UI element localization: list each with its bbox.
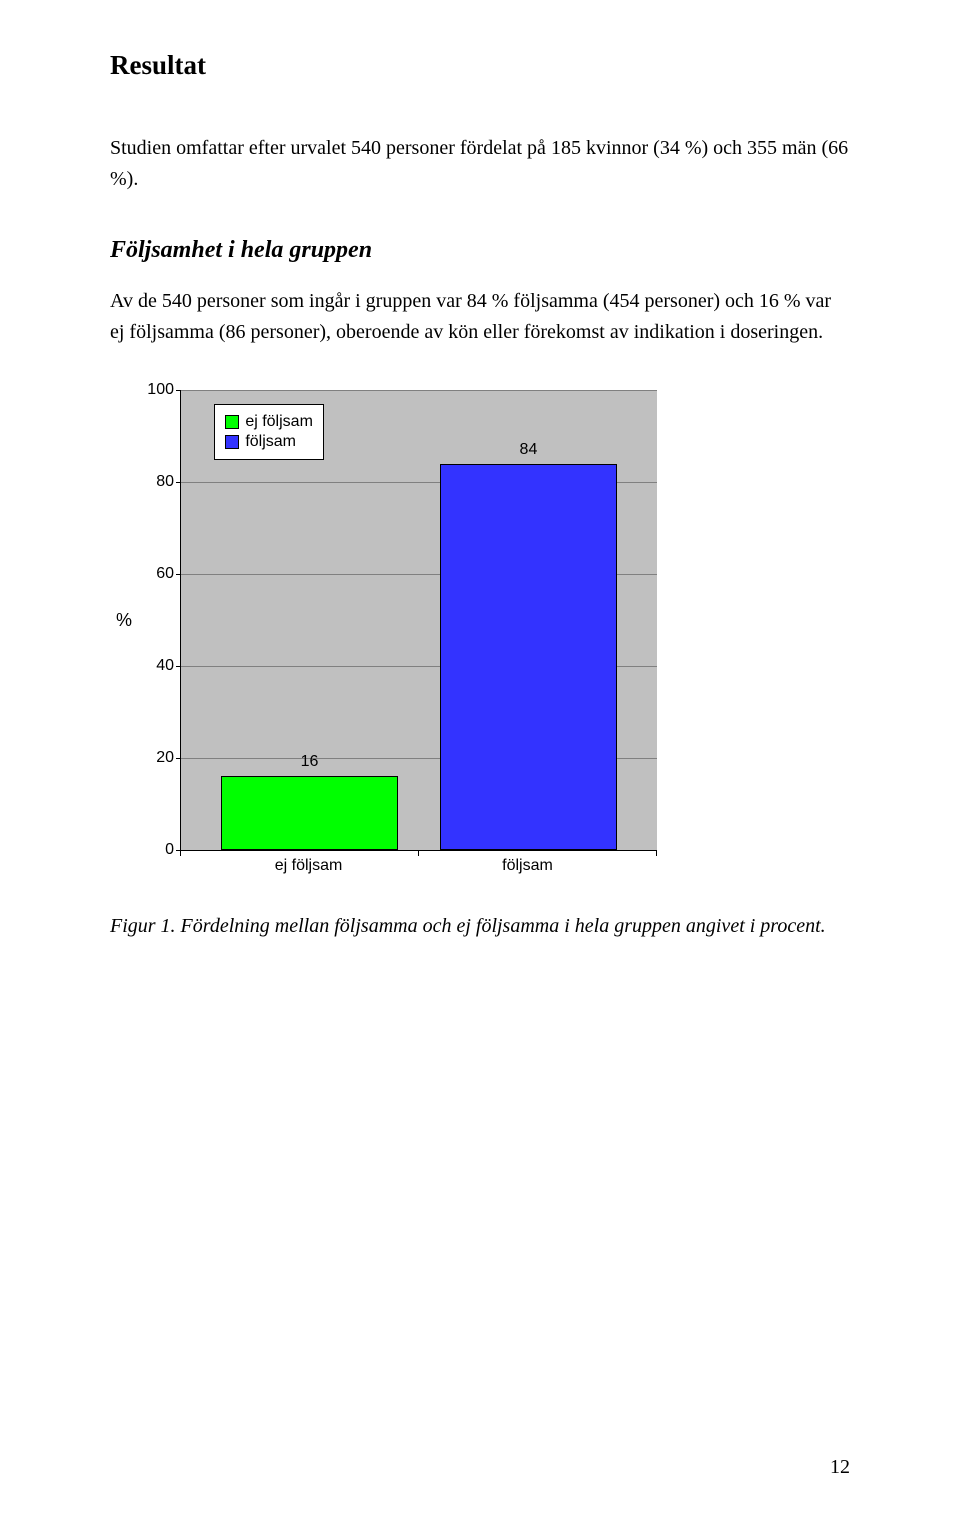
chart-bar: 16 (221, 776, 397, 850)
legend-label: följsam (245, 433, 296, 451)
x-axis-labels: ej följsam följsam (180, 851, 657, 881)
x-axis-label: följsam (502, 857, 553, 875)
page-title: Resultat (110, 50, 850, 81)
page-number: 12 (830, 1456, 850, 1479)
chart-bar: 84 (440, 464, 616, 850)
chart-legend: ej följsam följsam (214, 404, 324, 460)
x-axis-label: ej följsam (275, 857, 343, 875)
x-tick-mark (418, 851, 419, 856)
y-tick-label: 20 (156, 749, 174, 767)
legend-item: följsam (225, 433, 313, 451)
y-tick-label: 100 (147, 381, 174, 399)
page: Resultat Studien omfattar efter urvalet … (0, 0, 960, 1519)
x-tick-mark (180, 851, 181, 856)
x-tick-mark (656, 851, 657, 856)
grid-line (181, 390, 657, 391)
legend-item: ej följsam (225, 413, 313, 431)
compliance-bar-chart: % 020406080100 1684ej följsamföljsam ej … (110, 390, 670, 881)
intro-paragraph: Studien omfattar efter urvalet 540 perso… (110, 133, 850, 195)
bar-value-label: 84 (520, 441, 538, 459)
bar-value-label: 16 (301, 753, 319, 771)
legend-swatch (225, 435, 239, 449)
y-axis-ticks: 020406080100 (138, 390, 180, 850)
y-tick-label: 40 (156, 657, 174, 675)
section-heading: Följsamhet i hela gruppen (110, 237, 850, 264)
y-axis-label: % (110, 390, 138, 851)
chart-plot-area: 16 84 ej följsam följsam (180, 390, 657, 851)
y-tick-label: 0 (165, 841, 174, 859)
legend-swatch (225, 415, 239, 429)
figure-caption: Figur 1. Fördelning mellan följsamma och… (110, 911, 850, 941)
section-paragraph: Av de 540 personer som ingår i gruppen v… (110, 286, 850, 348)
y-tick-label: 60 (156, 565, 174, 583)
legend-label: ej följsam (245, 413, 313, 431)
y-tick-label: 80 (156, 473, 174, 491)
